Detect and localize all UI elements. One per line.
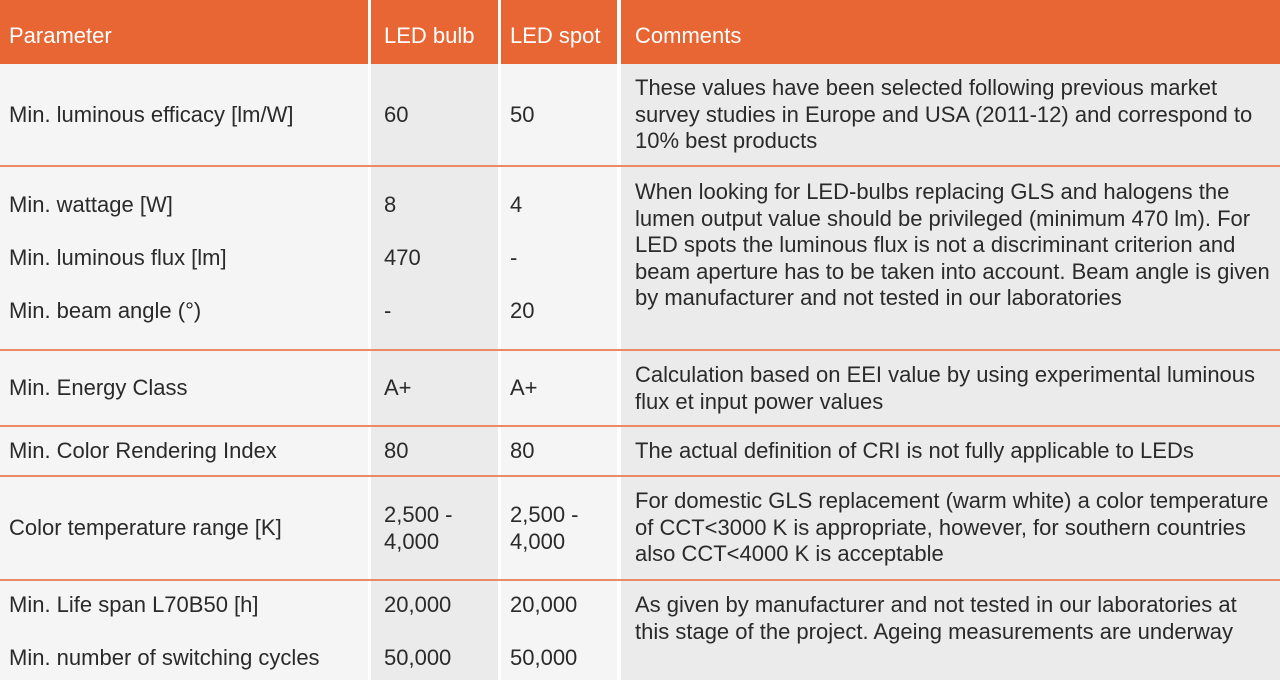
parameter-name: Min. Life span L70B50 [h] bbox=[9, 592, 259, 617]
led-spot-cell: A+ bbox=[501, 351, 617, 425]
led-bulb-value: 470 bbox=[384, 245, 421, 270]
row-divider bbox=[0, 425, 1280, 427]
led-bulb-cell: A+ bbox=[371, 351, 498, 425]
row-divider bbox=[0, 349, 1280, 351]
table-row: Min. Life span L70B50 [h] Min. number of… bbox=[0, 581, 1280, 680]
parameter-cell: Min. Color Rendering Index bbox=[0, 427, 368, 475]
comment-cell: For domestic GLS replacement (warm white… bbox=[621, 477, 1280, 579]
led-spot-value: 50,000 bbox=[510, 645, 578, 670]
header-led-bulb: LED bulb bbox=[371, 0, 498, 64]
comment-cell: These values have been selected followin… bbox=[621, 64, 1280, 166]
header-led-spot: LED spot bbox=[501, 0, 617, 64]
led-bulb-value: 20,000 bbox=[384, 592, 452, 617]
parameter-cell-group: Min. Life span L70B50 [h] Min. number of… bbox=[0, 581, 368, 680]
led-spot-value: 20,000 bbox=[510, 592, 578, 617]
row-divider bbox=[0, 165, 1280, 167]
row-divider bbox=[0, 475, 1280, 477]
table-row: Color temperature range [K] 2,500 - 4,00… bbox=[0, 477, 1280, 579]
led-spot-cell-group: 4 - 20 bbox=[501, 167, 617, 349]
led-bulb-range-start: 2,500 - bbox=[384, 502, 453, 527]
table-row: Min. Color Rendering Index 80 80 The act… bbox=[0, 427, 1280, 475]
table-row: Min. luminous efficacy [lm/W] 60 50 Thes… bbox=[0, 64, 1280, 166]
comment-cell: The actual definition of CRI is not full… bbox=[621, 427, 1280, 475]
led-bulb-cell: 60 bbox=[371, 64, 498, 166]
led-spot-range-end: 4,000 bbox=[510, 528, 566, 554]
table-row: Min. Energy Class A+ A+ Calculation base… bbox=[0, 351, 1280, 425]
led-bulb-range-end: 4,000 bbox=[384, 528, 440, 554]
led-bulb-value: - bbox=[384, 298, 392, 323]
row-divider bbox=[0, 579, 1280, 581]
parameter-name: Min. number of switching cycles bbox=[9, 645, 320, 670]
parameter-name: Min. beam angle (°) bbox=[9, 298, 202, 323]
led-bulb-cell-group: 8 470 - bbox=[371, 167, 498, 349]
parameter-cell: Min. luminous efficacy [lm/W] bbox=[0, 64, 368, 166]
led-spot-value: 4 bbox=[510, 192, 523, 217]
led-bulb-value: 50,000 bbox=[384, 645, 452, 670]
led-bulb-cell-group: 20,000 50,000 bbox=[371, 581, 498, 680]
header-comments: Comments bbox=[621, 0, 1280, 64]
parameter-name: Min. wattage [W] bbox=[9, 192, 173, 217]
header-parameter: Parameter bbox=[0, 0, 368, 64]
table-header: Parameter LED bulb LED spot Comments bbox=[0, 0, 1280, 64]
comment-cell: When looking for LED-bulbs replacing GLS… bbox=[621, 167, 1280, 349]
led-spot-cell-group: 20,000 50,000 bbox=[501, 581, 617, 680]
parameter-name: Min. luminous flux [lm] bbox=[9, 245, 227, 270]
led-spot-cell: 80 bbox=[501, 427, 617, 475]
led-spot-value: 20 bbox=[510, 298, 535, 323]
table-row: Min. wattage [W] Min. luminous flux [lm]… bbox=[0, 167, 1280, 349]
led-spot-cell: 2,500 - 4,000 bbox=[501, 477, 617, 579]
led-bulb-cell: 2,500 - 4,000 bbox=[371, 477, 498, 579]
led-bulb-value: 8 bbox=[384, 192, 397, 217]
led-bulb-cell: 80 bbox=[371, 427, 498, 475]
comment-cell: As given by manufacturer and not tested … bbox=[621, 581, 1280, 680]
led-spot-value: - bbox=[510, 245, 518, 270]
led-spot-cell: 50 bbox=[501, 64, 617, 166]
parameter-cell: Min. Energy Class bbox=[0, 351, 368, 425]
parameter-cell-group: Min. wattage [W] Min. luminous flux [lm]… bbox=[0, 167, 368, 349]
parameter-cell: Color temperature range [K] bbox=[0, 477, 368, 579]
led-spot-range-start: 2,500 - bbox=[510, 502, 579, 527]
comment-cell: Calculation based on EEI value by using … bbox=[621, 351, 1280, 425]
